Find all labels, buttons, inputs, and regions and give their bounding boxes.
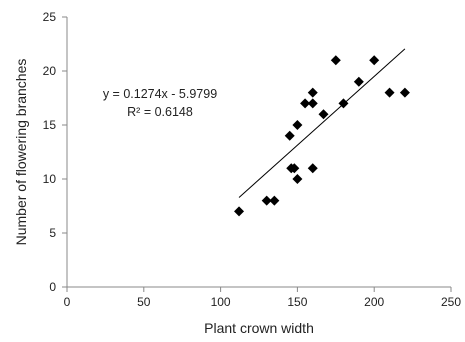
data-point — [330, 55, 341, 66]
x-axis-title: Plant crown width — [204, 320, 314, 336]
data-point — [289, 163, 300, 174]
equation-label: y = 0.1274x - 5.9799 — [103, 87, 217, 101]
data-point — [307, 87, 318, 98]
y-axis-title: Number of flowering branches — [13, 59, 29, 246]
x-tick-label: 250 — [441, 295, 461, 309]
x-tick-label: 200 — [364, 295, 384, 309]
x-tick-label: 100 — [211, 295, 231, 309]
x-tick-label: 0 — [64, 295, 71, 309]
data-point — [353, 76, 364, 87]
data-point — [307, 163, 318, 174]
y-tick-label: 10 — [43, 172, 57, 186]
labels: y = 0.1274x - 5.9799 R² = 0.6148 Plant c… — [13, 59, 314, 336]
trendline-layer — [238, 48, 406, 198]
r-squared-label: R² = 0.6148 — [127, 105, 193, 119]
y-tick-label: 20 — [43, 64, 57, 78]
data-point — [384, 87, 395, 98]
y-tick-label: 15 — [43, 118, 57, 132]
data-point — [269, 195, 280, 206]
data-point — [261, 195, 272, 206]
y-tick-label: 0 — [49, 280, 56, 294]
data-point — [300, 98, 311, 109]
data-point — [338, 98, 349, 109]
data-points — [234, 55, 410, 217]
data-point — [307, 98, 318, 109]
data-point — [284, 130, 295, 141]
data-point — [369, 55, 380, 66]
data-point — [292, 174, 303, 184]
y-tick-label: 5 — [49, 226, 56, 240]
data-point — [234, 206, 245, 217]
trendline — [238, 48, 406, 198]
data-point — [292, 120, 303, 130]
y-tick-label: 25 — [43, 10, 57, 24]
data-point — [399, 87, 410, 98]
x-tick-label: 150 — [287, 295, 307, 309]
data-point — [318, 109, 329, 120]
x-tick-label: 50 — [137, 295, 151, 309]
